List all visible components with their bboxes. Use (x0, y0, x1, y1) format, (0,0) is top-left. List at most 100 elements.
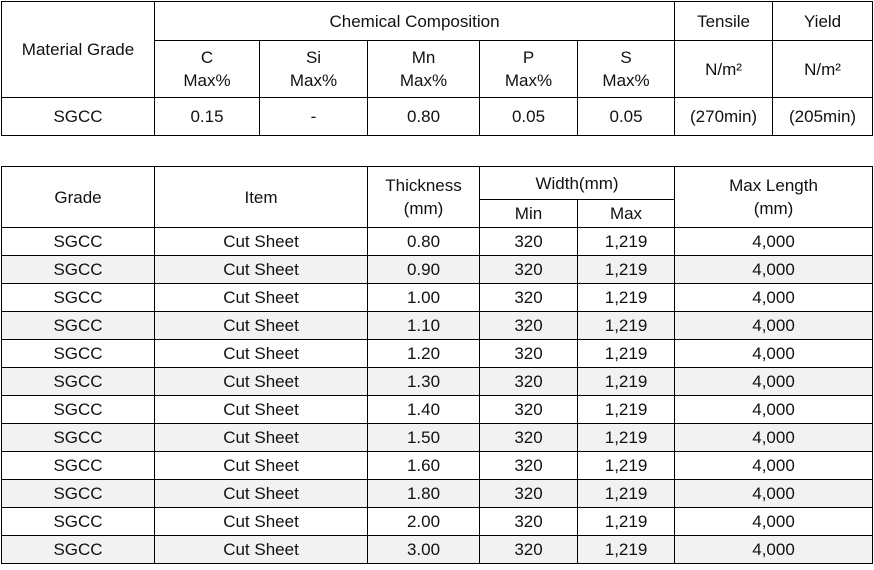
header-text: Min (514, 204, 543, 223)
header-text: (mm) (753, 199, 794, 218)
header-text: Max% (289, 71, 338, 90)
table-cell: 1,219 (576, 311, 676, 340)
table-cell: 320 (479, 255, 578, 284)
header-cell: Max (576, 199, 676, 228)
table-cell: 320 (479, 311, 578, 340)
table-cell: Cut Sheet (154, 535, 368, 564)
table-cell: SGCC (1, 535, 155, 564)
header-cell: Thickness (mm) (367, 166, 480, 228)
table-cell: 4,000 (674, 507, 874, 536)
table-cell: Cut Sheet (154, 395, 368, 424)
header-cell: Tensile (674, 1, 774, 41)
table-row: SGCC Cut Sheet 0.80 320 1,219 4,000 (1, 227, 874, 256)
header-text: N/m² (804, 59, 841, 79)
table-cell: 1.60 (367, 451, 480, 480)
header-text: Max% (602, 71, 650, 90)
table-cell: SGCC (1, 423, 155, 452)
table-row: SGCC Cut Sheet 3.00 320 1,219 4,000 (1, 535, 874, 564)
table-cell: 1,219 (576, 283, 676, 312)
table-cell: 4,000 (674, 395, 874, 424)
table-cell: 320 (479, 395, 578, 424)
header-cell: Min (479, 199, 578, 228)
table-cell: 4,000 (674, 535, 874, 564)
table-cell: Cut Sheet (154, 507, 368, 536)
table-cell: 0.05 (479, 97, 578, 136)
header-cell: Mn Max% (367, 40, 480, 98)
table-row: SGCC Cut Sheet 1.20 320 1,219 4,000 (1, 339, 874, 368)
table-cell: 4,000 (674, 451, 874, 480)
table-cell: 1.10 (367, 311, 480, 340)
header-text: Max% (399, 71, 448, 90)
table-cell: Cut Sheet (154, 283, 368, 312)
table-cell: SGCC (1, 451, 155, 480)
table-cell: 4,000 (674, 311, 874, 340)
table-cell: 4,000 (674, 283, 874, 312)
table-cell: 1,219 (576, 451, 676, 480)
table-cell: SGCC (1, 255, 155, 284)
table-cell: SGCC (1, 367, 155, 396)
table-cell: 320 (479, 451, 578, 480)
table-row: SGCC Cut Sheet 1.80 320 1,219 4,000 (1, 479, 874, 508)
table-cell: Cut Sheet (154, 423, 368, 452)
table-cell: Cut Sheet (154, 339, 368, 368)
table-cell: 320 (479, 339, 578, 368)
table-cell: 1,219 (576, 507, 676, 536)
table-cell: 2.00 (367, 507, 480, 536)
header-cell: C Max% (154, 40, 260, 98)
table-row: SGCC Cut Sheet 1.00 320 1,219 4,000 (1, 283, 874, 312)
header-cell: Yield (772, 1, 874, 41)
header-text: N/m² (705, 59, 742, 79)
composition-table: Material Grade Chemical Composition Tens… (1, 1, 874, 136)
table-cell: 0.80 (367, 97, 480, 136)
dimension-table: Grade Item Thickness (mm) Width(mm) Max L… (1, 166, 874, 564)
header-cell: P Max% (479, 40, 578, 98)
header-text: Si (305, 48, 322, 67)
header-text: Item (244, 187, 278, 207)
header-cell: Width(mm) (478, 166, 676, 200)
table-cell: 1,219 (576, 423, 676, 452)
table-cell: 1,219 (576, 367, 676, 396)
table-cell: SGCC (1, 311, 155, 340)
table-cell: 1.40 (367, 395, 480, 424)
header-cell: Material Grade (1, 1, 155, 98)
table-cell: Cut Sheet (154, 451, 368, 480)
header-text: Thickness (385, 176, 462, 195)
table-cell: 1,219 (576, 339, 676, 368)
table-cell: 1.20 (367, 339, 480, 368)
table-cell: (205min) (772, 97, 874, 136)
table-cell: 320 (479, 479, 578, 508)
header-cell: N/m² (674, 40, 774, 98)
header-text: S (620, 48, 632, 67)
header-text: Max Length (729, 176, 818, 195)
table-cell: 1,219 (576, 395, 676, 424)
table-cell: (270min) (674, 97, 774, 136)
table-cell: 320 (479, 423, 578, 452)
header-text: Yield (803, 11, 842, 31)
table-row: SGCC Cut Sheet 1.40 320 1,219 4,000 (1, 395, 874, 424)
table-row: SGCC Cut Sheet 1.60 320 1,219 4,000 (1, 451, 874, 480)
table-cell: - (259, 97, 368, 136)
table-cell: 0.05 (576, 97, 676, 136)
table-row: SGCC Cut Sheet 1.10 320 1,219 4,000 (1, 311, 874, 340)
table-cell: Cut Sheet (154, 227, 368, 256)
table-cell: 320 (479, 227, 578, 256)
table-cell: 4,000 (674, 423, 874, 452)
table-cell: 0.90 (367, 255, 480, 284)
table-cell: 4,000 (674, 339, 874, 368)
header-text: Chemical Composition (329, 11, 500, 31)
table-cell: SGCC (1, 97, 155, 136)
header-cell: Chemical Composition (153, 1, 676, 41)
table-cell: Cut Sheet (154, 255, 368, 284)
table-cell: SGCC (1, 283, 155, 312)
table-cell: 1,219 (576, 227, 676, 256)
table-cell: 3.00 (367, 535, 480, 564)
header-cell: Max Length (mm) (674, 166, 874, 228)
header-text: Grade (54, 187, 102, 207)
table-cell: 320 (479, 283, 578, 312)
table-cell: 1.50 (367, 423, 480, 452)
table-cell: 0.15 (154, 97, 260, 136)
table-cell: 1.80 (367, 479, 480, 508)
table-cell: 4,000 (674, 479, 874, 508)
table-cell: 320 (479, 535, 578, 564)
